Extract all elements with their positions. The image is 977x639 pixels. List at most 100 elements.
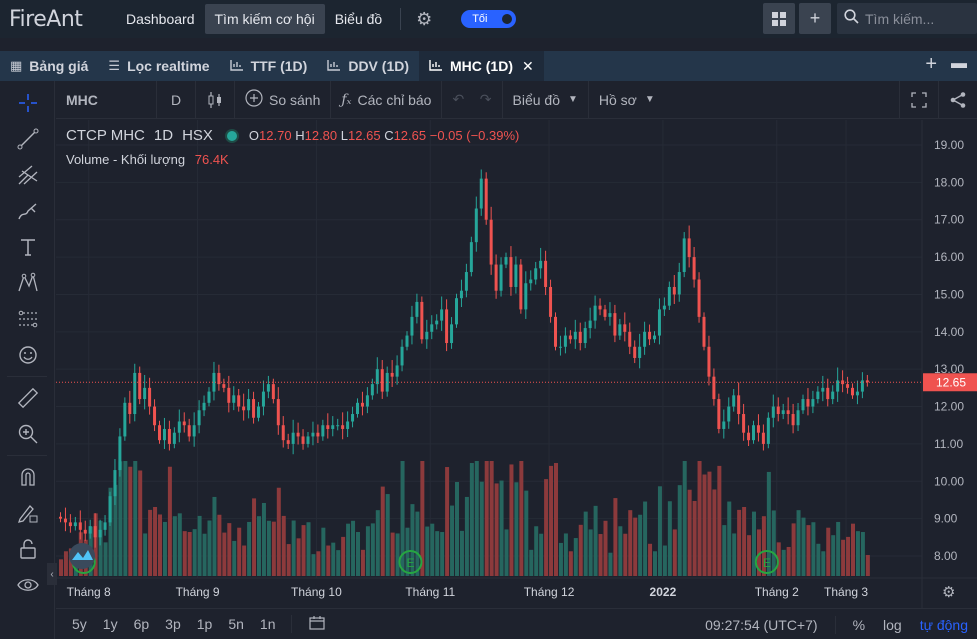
candle-body (395, 365, 399, 377)
nav-dashboard[interactable]: Dashboard (126, 11, 195, 27)
candle-body (128, 402, 132, 415)
add-tab-button[interactable]: + (925, 53, 937, 76)
range-1d[interactable]: 1n (259, 616, 276, 632)
tab-ddv-chart[interactable]: DDV (1D) (317, 51, 419, 81)
interval-selector[interactable]: D (157, 80, 196, 119)
volume-bar (167, 466, 172, 576)
candle-body (197, 410, 201, 426)
volume-bar (222, 532, 227, 576)
nav-search-opportunity[interactable]: Tìm kiếm cơ hội (204, 4, 325, 34)
pitchfork-tool[interactable] (0, 157, 55, 193)
volume-bar (118, 461, 123, 576)
price-axis: 8.00 9.00 10.00 11.00 12.00 13.00 14.00 15.00 16… (921, 120, 977, 608)
volume-bar (484, 461, 489, 576)
price-chart[interactable]: 8.00 9.00 10.00 11.00 12.00 13.00 14.00 15.00 16… (56, 120, 977, 608)
crosshair-tool[interactable] (0, 85, 55, 121)
candle-body (677, 272, 681, 295)
trend-line-tool[interactable] (0, 121, 55, 157)
candle-body (752, 425, 755, 441)
profile-menu[interactable]: Hồ sơ ▼ (589, 81, 665, 119)
nav-chart[interactable]: Biểu đồ (334, 11, 383, 27)
fullscreen-button[interactable] (899, 81, 939, 119)
legend-exchange: HSX (182, 127, 213, 144)
compare-label: So sánh (269, 91, 321, 108)
brush-icon (17, 203, 36, 220)
candle-body (484, 178, 488, 220)
chevron-left-icon: ‹ (50, 568, 54, 580)
candle-body (237, 395, 241, 407)
app-logo[interactable]: FireAnt (9, 6, 83, 32)
candle-body (529, 279, 533, 284)
candle-body (281, 425, 285, 441)
gear-icon[interactable]: ⚙ (416, 8, 433, 29)
volume-bar (162, 521, 167, 576)
theme-toggle[interactable]: Tối (461, 10, 517, 28)
ruler-icon (17, 387, 38, 409)
brush-tool[interactable] (0, 193, 55, 229)
volume-bar (598, 534, 603, 576)
ruler-tool[interactable] (0, 380, 55, 416)
candle-body (682, 238, 686, 273)
volume-bar (311, 554, 316, 576)
range-5y[interactable]: 5y (72, 616, 87, 632)
emoji-tool[interactable] (0, 337, 55, 373)
share-button[interactable] (939, 81, 977, 119)
tab-ttf-chart[interactable]: TTF (1D) (220, 51, 318, 81)
zoom-tool[interactable] (0, 416, 55, 452)
candle-body (450, 324, 454, 344)
volume-bar (489, 461, 494, 576)
undo-icon[interactable]: ↶ (452, 91, 465, 107)
candle-body (558, 346, 562, 348)
candle-body (791, 414, 795, 426)
lock-draw-tool[interactable] (0, 495, 55, 531)
range-5d[interactable]: 5n (228, 616, 244, 632)
tab-mhc-chart[interactable]: MHC (1D) ✕ (419, 51, 544, 81)
visibility-tool[interactable] (0, 567, 55, 603)
date-range-icon[interactable] (300, 615, 334, 634)
tab-price-board[interactable]: ▦ Bảng giá (0, 51, 98, 81)
volume-bar (524, 490, 529, 576)
candle-body (435, 320, 439, 325)
volume-value: 76.4K (194, 152, 229, 167)
range-1m[interactable]: 1p (196, 616, 213, 632)
volume-bar (266, 520, 271, 576)
indicators-button[interactable]: ƒₓ Các chỉ báo (331, 80, 443, 119)
chart-legend: CTCP MHC 1D HSX O12.70 H12.80 L12.65 C12… (66, 127, 519, 144)
lock-tool[interactable] (0, 531, 55, 567)
candle-type-button[interactable] (196, 80, 235, 119)
search-input[interactable]: Tìm kiếm... (837, 3, 977, 34)
auto-scale-button[interactable]: tự động (919, 616, 968, 633)
chart-icon (229, 59, 244, 74)
pattern-icon (17, 272, 38, 292)
chart-type-menu[interactable]: Biểu đồ ▼ (503, 80, 589, 119)
range-1y[interactable]: 1y (102, 616, 118, 632)
candle-body (672, 286, 676, 295)
magnet-tool[interactable] (0, 459, 55, 495)
volume-bar (514, 482, 519, 576)
candle-body (68, 522, 72, 527)
layout-grid-button[interactable] (763, 3, 795, 34)
pattern-tool[interactable] (0, 265, 55, 301)
symbol-selector[interactable]: MHC (56, 80, 157, 119)
volume-bar (291, 520, 296, 576)
add-button[interactable]: + (799, 3, 831, 34)
volume-bar (331, 542, 336, 576)
range-6m[interactable]: 6p (133, 616, 150, 632)
volume-bar (831, 535, 836, 576)
tab-menu-button[interactable]: ▬ (951, 55, 967, 73)
compare-button[interactable]: So sánh (235, 80, 332, 119)
range-3m[interactable]: 3p (165, 616, 181, 632)
close-icon[interactable]: ✕ (522, 57, 534, 74)
volume-bar (440, 532, 445, 576)
percent-scale-button[interactable]: % (852, 616, 866, 633)
collapse-toolbar-button[interactable]: ‹ (47, 563, 57, 585)
text-tool[interactable] (0, 229, 55, 265)
volume-bar (657, 486, 662, 576)
legend-close: 12.65 (393, 128, 427, 143)
volume-bar (608, 552, 613, 576)
candle-body (464, 272, 468, 291)
tab-realtime-filter[interactable]: ☰ Lọc realtime (98, 51, 219, 81)
fib-tool[interactable] (0, 301, 55, 337)
log-scale-button[interactable]: log (883, 616, 902, 633)
redo-icon[interactable]: ↷ (479, 91, 492, 107)
